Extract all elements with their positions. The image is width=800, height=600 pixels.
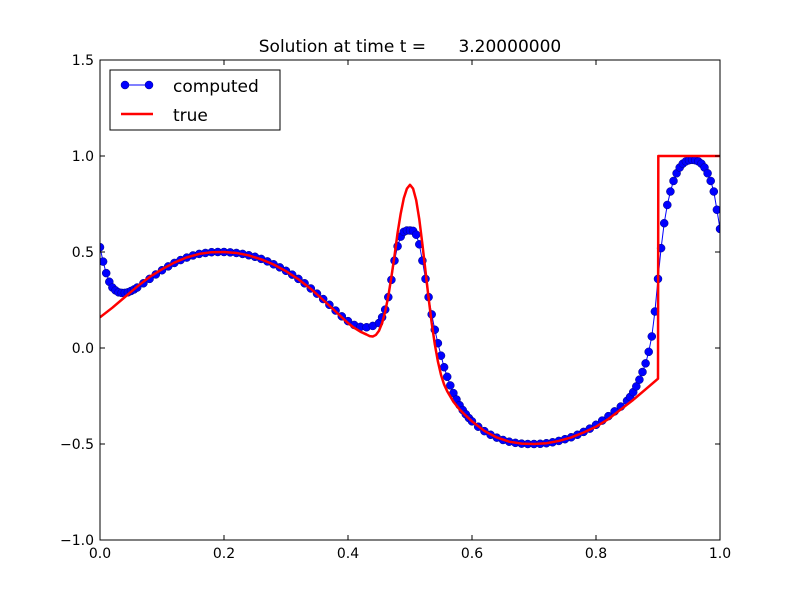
- x-tick-label: 0.0: [89, 546, 111, 562]
- data-point-computed: [647, 332, 657, 341]
- legend-entry-true: true: [121, 106, 208, 126]
- data-point-computed: [638, 367, 647, 377]
- y-tick-label: 1.0: [72, 149, 94, 165]
- legend: computed true: [109, 69, 281, 131]
- y-tick-label: 0.5: [72, 245, 94, 261]
- data-point-computed: [411, 230, 421, 239]
- legend-box: [109, 69, 281, 131]
- data-point-computed: [644, 347, 653, 357]
- data-point-computed: [666, 187, 675, 196]
- data-point-computed: [706, 176, 715, 186]
- data-point-computed: [446, 381, 455, 390]
- data-point-computed: [641, 359, 650, 368]
- x-tick-label: 0.2: [213, 546, 235, 562]
- series-layer: [100, 154, 720, 449]
- data-point-computed: [635, 375, 644, 384]
- legend-entry-computed: computed: [120, 77, 259, 97]
- series-line-true: [100, 154, 720, 446]
- data-point-computed: [712, 205, 720, 215]
- data-point-computed: [100, 242, 105, 252]
- y-tick-label: 0.0: [72, 341, 94, 357]
- data-point-computed: [709, 187, 719, 196]
- data-point-computed: [663, 200, 672, 210]
- chart-title: Solution at time t = 3.20000000: [259, 37, 561, 57]
- legend-computed-marker: [144, 80, 154, 90]
- data-point-computed: [100, 257, 108, 266]
- x-tick-label: 0.8: [585, 546, 607, 562]
- y-tick-label: −1.0: [60, 533, 94, 549]
- legend-computed-marker: [120, 80, 130, 90]
- x-tick-label: 0.4: [337, 546, 359, 562]
- tick-layer: 0.0 0.2 0.4 0.6 0.8 1.0 −1.0 −0.5 0.0 0.5 1.0 1.5: [60, 53, 731, 562]
- x-tick-label: 1.0: [709, 546, 731, 562]
- data-point-computed: [442, 372, 452, 382]
- data-point-computed: [703, 169, 712, 178]
- x-tick-label: 0.6: [461, 546, 483, 562]
- legend-true-label: true: [173, 106, 208, 126]
- data-point-computed: [439, 362, 449, 372]
- plot-area: 0.0 0.2 0.4 0.6 0.8 1.0 −1.0 −0.5 0.0 0.5 1.0 1.5: [60, 53, 731, 562]
- legend-computed-label: computed: [173, 77, 259, 97]
- y-tick-label: −0.5: [60, 437, 94, 453]
- data-point-computed: [659, 218, 669, 228]
- data-point-computed: [715, 224, 720, 234]
- data-point-computed: [101, 268, 111, 278]
- axes-frame: [99, 59, 721, 541]
- y-tick-label: 1.5: [72, 53, 94, 69]
- data-point-computed: [669, 176, 678, 186]
